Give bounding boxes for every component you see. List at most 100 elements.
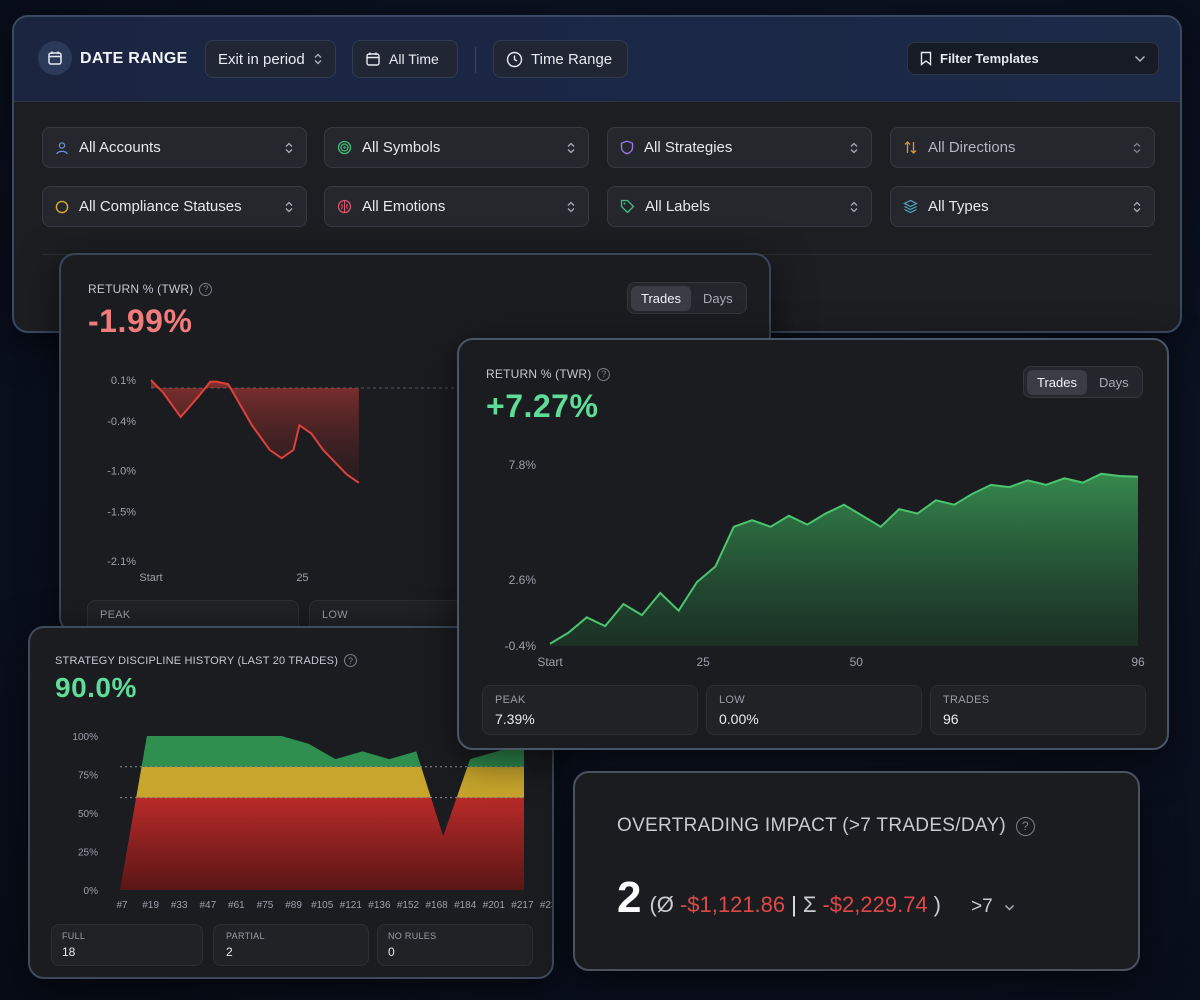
chart-title-text: RETURN % (TWR) [486,367,592,381]
tab-trades[interactable]: Trades [1027,369,1087,395]
discipline-chart: 100% 75% 50% 25% 0% #7 #19 #33 #47 #61 #75 #89 #105 #… [72,732,552,911]
accounts-select[interactable]: All Accounts [42,127,307,168]
stat-label: PEAK [495,694,526,706]
stat-value: 18 [62,945,76,959]
x-tick-label: 25 [696,655,710,669]
directions-select[interactable]: All Directions [890,127,1155,168]
strategies-label: All Strategies [644,139,733,156]
stat-peak: PEAK [87,600,299,631]
stat-label: PEAK [100,609,131,621]
y-tick-label: 2.6% [509,573,537,587]
close-paren: ) [933,892,941,917]
x-tick-label: #105 [311,900,334,911]
return-area [151,380,359,483]
trades-days-toggle[interactable]: Trades Days [627,282,747,314]
sum-value: -$2,229.74 [822,892,928,917]
threshold-select[interactable]: >7 [971,896,1015,918]
updown-chevron-icon [850,201,858,212]
help-icon[interactable]: ? [1016,816,1036,836]
x-tick-label: #47 [199,900,216,911]
y-tick-label: -1.5% [107,507,136,519]
tab-trades[interactable]: Trades [631,285,691,311]
y-tick-label: -0.4% [505,639,537,653]
y-tick-label: 25% [78,848,98,859]
y-tick-label: 0.1% [111,375,136,387]
threshold-label: >7 [971,896,993,917]
exit-in-period-label: Exit in period [218,50,305,68]
overtrading-title: OVERTRADING IMPACT (>7 TRADES/DAY) ? [617,815,1036,837]
trades-days-toggle[interactable]: Trades Days [1023,366,1143,398]
all-time-button[interactable]: All Time [352,40,458,78]
symbols-select[interactable]: All Symbols [324,127,589,168]
time-range-label: Time Range [531,50,613,68]
overtrading-title-text: OVERTRADING IMPACT (>7 TRADES/DAY) [617,815,1007,836]
accounts-label: All Accounts [79,139,161,156]
y-tick-label: 100% [72,732,98,743]
emotions-select[interactable]: All Emotions [324,186,589,227]
x-tick-label: #217 [511,900,534,911]
strategies-select[interactable]: All Strategies [607,127,872,168]
all-time-label: All Time [389,51,439,67]
return-line [150,379,360,484]
x-tick-label: Start [139,572,162,584]
directions-label: All Directions [928,139,1016,156]
help-icon[interactable]: ? [199,282,213,296]
filter-templates-select[interactable]: Filter Templates [907,42,1159,75]
x-tick-label: #201 [483,900,506,911]
stat-label: TRADES [943,694,990,706]
band-yellow [120,766,524,798]
labels-label: All Labels [645,198,711,215]
compliance-select[interactable]: All Compliance Statuses [42,186,307,227]
x-tick-label: #75 [257,900,274,911]
avg-prefix: (Ø [649,892,674,917]
tag-icon [620,199,635,214]
overtrading-count: 2 [617,873,642,922]
time-range-button[interactable]: Time Range [493,40,628,78]
overtrading-impact-card: OVERTRADING IMPACT (>7 TRADES/DAY) ? 2 (… [573,771,1140,971]
x-tick-label: #33 [171,900,188,911]
help-icon[interactable]: ? [597,367,611,381]
clock-icon [506,51,523,67]
discipline-history-card: STRATEGY DISCIPLINE HISTORY (LAST 20 TRA… [28,626,554,979]
y-tick-label: 7.8% [509,458,537,472]
stat-no-rules: NO RULES 0 [377,924,533,966]
types-select[interactable]: All Types [890,186,1155,227]
discipline-value: 90.0% [55,672,137,703]
brain-icon [337,199,352,214]
stat-value: 96 [943,711,959,727]
compliance-label: All Compliance Statuses [79,198,242,215]
return-chart-green: 7.8% 2.6% -0.4%Start 25 50 96 [505,458,1145,669]
y-tick-label: -2.1% [107,556,136,568]
y-tick-label: 75% [78,771,98,782]
calendar-icon [38,41,72,75]
tab-days[interactable]: Days [702,290,733,306]
labels-select[interactable]: All Labels [607,186,872,227]
stat-label: FULL [62,931,86,941]
x-tick-label: 50 [850,655,864,669]
symbols-label: All Symbols [362,139,441,156]
chart-title: RETURN % (TWR) ? [88,282,213,296]
separator: | [791,892,797,917]
y-tick-label: -0.4% [107,416,136,428]
updown-chevron-icon [285,142,293,153]
date-range-label: DATE RANGE [80,50,188,67]
updown-chevron-icon [567,201,575,212]
tab-days[interactable]: Days [1098,374,1129,390]
sum-prefix: Σ [802,892,817,917]
overtrading-summary: 2 (Ø -$1,121.86 | Σ -$2,229.74 ) >7 [617,873,1015,923]
chart-title-text: RETURN % (TWR) [88,282,194,296]
stat-label: PARTIAL [226,931,265,941]
band-red [120,797,524,890]
discipline-bands [120,736,524,890]
x-tick-label: #121 [340,900,363,911]
filter-header: DATE RANGE Exit in period All Time Time … [14,17,1180,102]
chart-title-text: STRATEGY DISCIPLINE HISTORY (LAST 20 TRA… [55,654,339,667]
emotions-label: All Emotions [362,198,446,215]
return-value: +7.27% [486,388,599,424]
types-label: All Types [928,198,989,215]
exit-in-period-select[interactable]: Exit in period [205,40,336,78]
circle-icon [55,200,69,213]
return-value: -1.99% [88,303,193,339]
help-icon[interactable]: ? [344,654,358,667]
x-tick-label: Start [537,655,563,669]
